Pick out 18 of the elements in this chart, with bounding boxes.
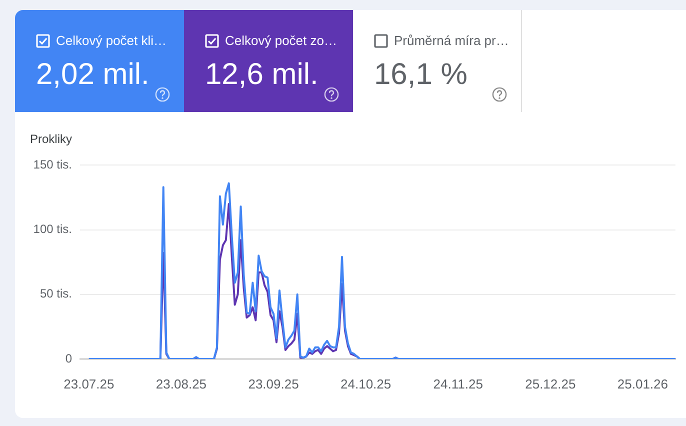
text: Celkový počet zo…	[225, 33, 337, 48]
y-tick-label: 150 tis.	[33, 158, 72, 172]
x-tick-label: 24.10.25	[340, 376, 392, 392]
x-tick-label: 23.08.25	[156, 376, 207, 392]
text: 16,1 %	[374, 58, 468, 92]
x-tick-label: 25.12.25	[525, 376, 576, 392]
text: 12,6 mil.	[205, 58, 318, 92]
y-tick-label: 50 tis.	[40, 286, 72, 301]
x-tick-label: 24.11.25	[433, 376, 483, 392]
text: Celkový počet kli…	[56, 33, 167, 48]
x-tick-label: 23.09.25	[248, 376, 299, 392]
text: Průměrná míra pr…	[394, 33, 509, 48]
y-tick-label: 100 tis.	[33, 222, 72, 236]
y-axis-title: Prokliky	[30, 132, 72, 146]
x-tick-label: 25.01.26	[617, 376, 668, 392]
text: 2,02 mil.	[36, 58, 150, 92]
y-tick-label: 0	[65, 351, 72, 366]
x-tick-label: 23.07.25	[64, 376, 114, 392]
